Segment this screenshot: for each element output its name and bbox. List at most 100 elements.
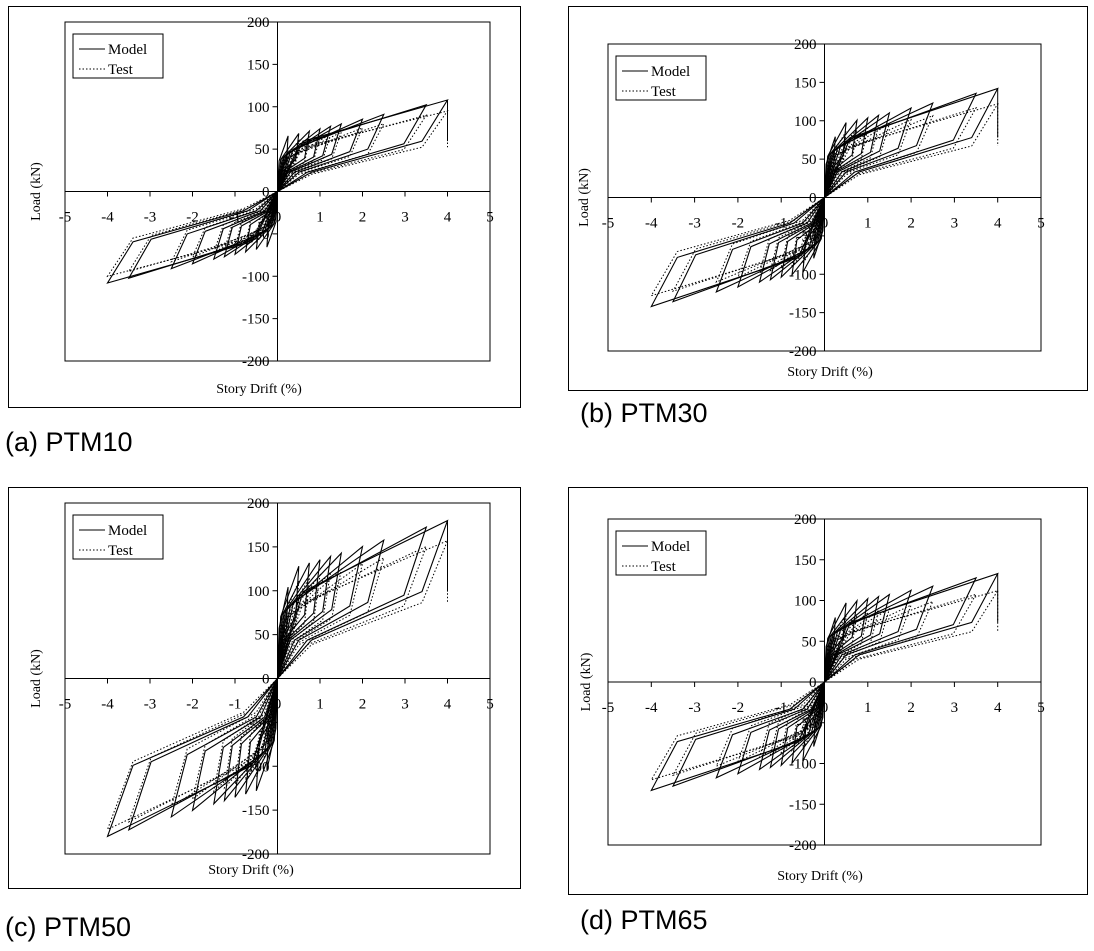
y-tick-label: 100 (794, 114, 817, 130)
hysteresis-loop (106, 539, 449, 831)
caption-d: (d) PTM65 (580, 905, 708, 935)
x-tick-label: -4 (645, 700, 658, 716)
y-tick-label: 50 (802, 152, 817, 168)
y-tick-label: 200 (247, 496, 270, 512)
hysteresis-chart-a: -5 -4 -3 -2 -1 0 1 2 3 4 5200150100500-50-100-150-… (8, 6, 521, 408)
x-tick-label: 3 (401, 210, 409, 226)
y-tick-label: 150 (247, 540, 270, 556)
legend-box (72, 33, 164, 79)
x-tick-label: -1 (775, 216, 788, 232)
x-tick-label: 4 (444, 210, 452, 226)
legend-box (615, 55, 707, 101)
legend-box (72, 514, 164, 560)
y-tick-label: -150 (789, 306, 817, 322)
x-tick-label: -3 (688, 216, 701, 232)
y-tick-label: -100 (789, 267, 817, 283)
legend-label-test: Test (651, 559, 677, 575)
x-tick-label: 0 (821, 216, 829, 232)
x-tick-label: 3 (401, 697, 409, 713)
hysteresis-loop (650, 589, 999, 781)
y-tick-label: 100 (247, 584, 270, 600)
x-axis-title: Story Drift (%) (787, 365, 873, 380)
x-tick-label: 2 (907, 700, 915, 716)
y-tick-label: 50 (255, 628, 270, 644)
x-tick-label: 4 (994, 700, 1002, 716)
x-tick-label: -5 (602, 700, 615, 716)
series-test (106, 110, 449, 278)
legend-label-model: Model (651, 539, 690, 555)
x-tick-label: -5 (602, 216, 615, 232)
x-tick-label: 3 (951, 700, 959, 716)
y-axis-title: Load (kN) (577, 168, 592, 227)
y-axis-title: Load (kN) (29, 649, 44, 708)
y-tick-label: -200 (789, 838, 817, 854)
x-axis-title: Story Drift (%) (216, 382, 302, 397)
y-tick-label: -100 (242, 269, 270, 285)
chart-panel-d: -5 -4 -3 -2 -1 0 1 2 3 4 5 200 150 100 50 0 -50 -100 -150-… (568, 487, 1088, 895)
x-tick-label: 1 (316, 210, 324, 226)
hysteresis-chart-d: -5 -4 -3 -2 -1 0 1 2 3 4 5200150100500-50-100-150-… (568, 487, 1088, 895)
x-tick-label: 5 (486, 210, 494, 226)
caption-b: (b) PTM30 (580, 398, 708, 428)
y-tick-label: 150 (794, 553, 817, 569)
x-tick-label: 0 (821, 700, 829, 716)
y-tick-label: 200 (794, 512, 817, 528)
legend-box (615, 530, 707, 576)
y-tick-label: -200 (242, 847, 270, 863)
series-test (650, 589, 999, 781)
x-tick-label: 3 (951, 216, 959, 232)
x-tick-label: -2 (186, 210, 199, 226)
x-tick-label: -5 (59, 697, 72, 713)
x-tick-label: -4 (645, 216, 658, 232)
y-tick-label: -200 (242, 354, 270, 370)
y-tick-label: 50 (802, 634, 817, 650)
y-tick-label: 200 (794, 37, 817, 53)
y-tick-label: -100 (789, 757, 817, 773)
y-tick-label: -150 (242, 312, 270, 328)
hysteresis-loop (650, 103, 999, 297)
chart-frame (568, 487, 1088, 895)
y-tick-label: 100 (794, 594, 817, 610)
x-tick-label: 0 (274, 697, 282, 713)
chart-frame (8, 487, 521, 889)
x-tick-label: -4 (101, 210, 114, 226)
x-tick-label: -3 (144, 210, 157, 226)
x-tick-label: 4 (444, 697, 452, 713)
y-tick-label: 100 (247, 100, 270, 116)
x-axis-title: Story Drift (%) (777, 869, 863, 884)
chart-panel-c: -5 -4 -3 -2 -1 0 1 2 3 4 5 200 150 100 50 0 -50 -100 -150-… (8, 487, 521, 889)
y-tick-label: -150 (242, 803, 270, 819)
x-tick-label: -1 (229, 697, 242, 713)
legend-label-test: Test (108, 543, 134, 559)
hysteresis-chart-c: -5 -4 -3 -2 -1 0 1 2 3 4 5200150100500-50-100-150-… (8, 487, 521, 889)
x-tick-label: 0 (274, 210, 282, 226)
x-tick-label: 5 (1037, 216, 1045, 232)
series-test (650, 103, 999, 297)
y-axis-title: Load (kN) (29, 162, 44, 221)
legend-label-model: Model (108, 42, 147, 58)
x-tick-label: -2 (732, 700, 745, 716)
x-tick-label: 2 (359, 210, 367, 226)
x-tick-label: -2 (732, 216, 745, 232)
x-tick-label: 1 (316, 697, 324, 713)
x-tick-label: -4 (101, 697, 114, 713)
x-tick-label: 4 (994, 216, 1002, 232)
x-tick-label: 1 (864, 216, 872, 232)
chart-panel-a: -5 -4 -3 -2 -1 0 1 2 3 4 5 200 150 100 50 0 -50 -100 -150-… (8, 6, 521, 408)
y-axis-title: Load (kN) (579, 652, 594, 711)
legend-label-model: Model (108, 523, 147, 539)
y-tick-label: 0 (809, 675, 817, 691)
x-axis-title: Story Drift (%) (208, 863, 294, 878)
chart-frame (8, 6, 521, 408)
y-tick-label: 0 (262, 672, 270, 688)
x-tick-label: -5 (59, 210, 72, 226)
y-tick-label: -200 (789, 344, 817, 360)
series-test (106, 539, 449, 831)
legend-label-test: Test (651, 84, 677, 100)
x-tick-label: 5 (486, 697, 494, 713)
x-tick-label: 2 (359, 697, 367, 713)
y-tick-label: 50 (255, 142, 270, 158)
y-tick-label: 200 (247, 15, 270, 31)
hysteresis-chart-b: -5 -4 -3 -2 -1 0 1 2 3 4 5200150100500-50-100-150-… (568, 6, 1088, 391)
chart-panel-b: -5 -4 -3 -2 -1 0 1 2 3 4 5 200 150 100 50 0 -50 -100 -150-… (568, 6, 1088, 391)
